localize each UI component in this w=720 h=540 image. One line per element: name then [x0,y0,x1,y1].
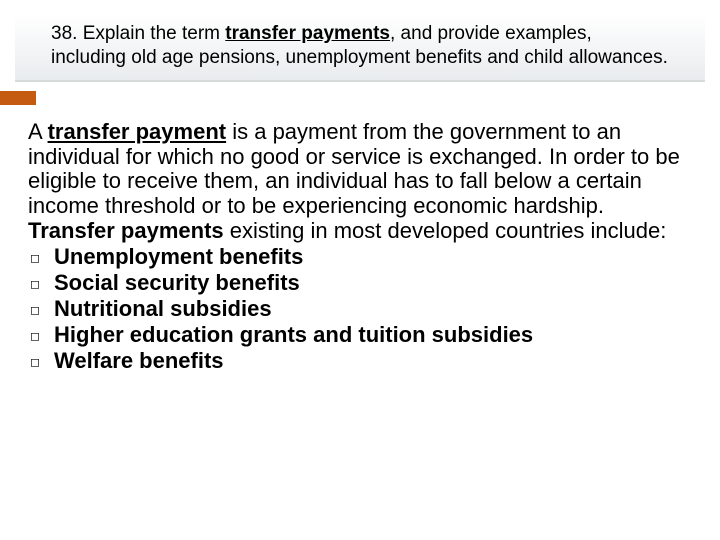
q-prefix: 38. Explain the term [51,23,225,44]
bullet-icon: ◻ [28,297,54,323]
list-item: ◻Social security benefits [28,271,692,297]
accent-bar [0,91,36,105]
list-item-label: Unemployment benefits [54,245,303,270]
q-term: transfer payments [225,23,390,44]
list-item: ◻Unemployment benefits [28,245,692,271]
list-item-label: Higher education grants and tuition subs… [54,323,533,348]
definition-paragraph: A transfer payment is a payment from the… [28,120,692,219]
list-item-label: Social security benefits [54,271,300,296]
question-text: 38. Explain the term transfer payments, … [51,22,669,70]
bullet-icon: ◻ [28,245,54,271]
def-a: A [28,119,48,144]
list-item-label: Welfare benefits [54,349,224,374]
bullet-icon: ◻ [28,271,54,297]
intro-rest: existing in most developed countries inc… [230,218,667,243]
list-item-label: Nutritional subsidies [54,297,272,322]
list-item: ◻Welfare benefits [28,349,692,375]
bullet-icon: ◻ [28,323,54,349]
intro-term: Transfer payments [28,218,224,243]
list-item: ◻Higher education grants and tuition sub… [28,323,692,349]
def-term: transfer payment [48,119,227,144]
list-item: ◻Nutritional subsidies [28,297,692,323]
bullet-icon: ◻ [28,349,54,375]
body: A transfer payment is a payment from the… [28,120,692,375]
examples-list: ◻Unemployment benefits◻Social security b… [28,245,692,375]
slide: 38. Explain the term transfer payments, … [0,0,720,540]
question-header: 38. Explain the term transfer payments, … [15,14,705,82]
intro-paragraph: Transfer payments existing in most devel… [28,219,692,244]
